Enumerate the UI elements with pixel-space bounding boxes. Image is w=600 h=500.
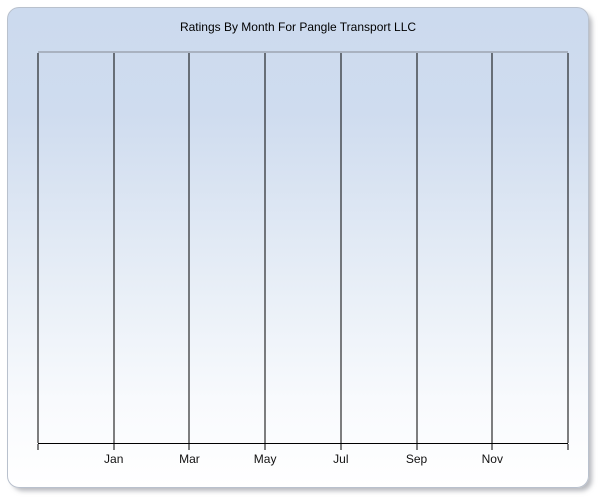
x-gridline	[113, 53, 115, 443]
x-gridline	[567, 53, 569, 443]
x-gridline	[188, 53, 190, 443]
x-axis-tick	[264, 444, 266, 450]
chart-title: Ratings By Month For Pangle Transport LL…	[179, 20, 417, 34]
x-tick-label: Jul	[333, 452, 349, 466]
x-gridline	[37, 53, 39, 443]
x-axis-tick	[113, 444, 115, 450]
x-gridline	[416, 53, 418, 443]
x-axis-tick	[567, 444, 569, 450]
x-axis-tick	[188, 444, 190, 450]
chart-panel: Ratings By Month For Pangle Transport LL…	[7, 7, 589, 488]
x-gridline	[340, 53, 342, 443]
x-axis-tick	[37, 444, 39, 450]
x-tick-label: Mar	[179, 452, 200, 466]
x-axis-tick	[416, 444, 418, 450]
x-tick-label: Nov	[481, 452, 503, 466]
x-tick-label: Sep	[405, 452, 428, 466]
x-axis-tick	[491, 444, 493, 450]
x-tick-label: Jan	[104, 452, 124, 466]
x-gridline	[264, 53, 266, 443]
x-tick-label: May	[253, 452, 277, 466]
plot-area: Jan Mar May Jul Sep Nov	[37, 51, 569, 466]
x-gridline	[491, 53, 493, 443]
x-axis-tick	[340, 444, 342, 450]
